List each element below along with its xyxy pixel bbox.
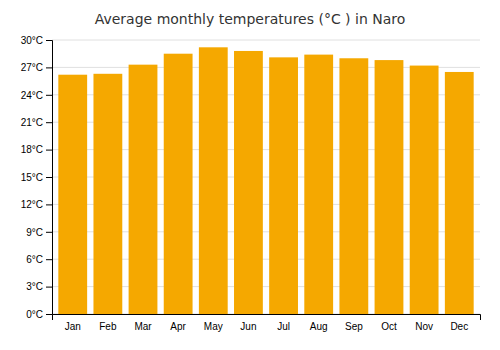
bar <box>445 72 474 314</box>
y-tick-label: 6°C <box>26 254 43 265</box>
x-tick-label: Mar <box>134 321 152 332</box>
x-tick: Aug <box>310 321 328 332</box>
x-axis-line <box>53 315 481 321</box>
chart: Average monthly temperatures (°C ) in Na… <box>0 0 500 350</box>
y-tick-label: 21°C <box>21 117 43 128</box>
bars <box>58 47 473 314</box>
y-tick: 21°C <box>21 117 52 128</box>
x-tick-label: Apr <box>170 321 186 332</box>
bar <box>164 54 193 314</box>
bar <box>269 57 298 314</box>
x-tick: Jun <box>240 321 256 332</box>
y-tick-label: 27°C <box>21 62 43 73</box>
x-tick-label: Sep <box>345 321 363 332</box>
y-tick: 15°C <box>21 172 52 183</box>
y-tick-mark <box>46 287 52 288</box>
bar <box>93 74 122 314</box>
x-tick: Mar <box>134 321 152 332</box>
y-tick-label: 12°C <box>21 199 43 210</box>
x-tick: Jul <box>277 321 290 332</box>
x-tick: May <box>204 321 223 332</box>
y-tick-mark <box>46 177 52 178</box>
y-tick-mark <box>46 150 52 151</box>
y-axis-line <box>46 41 53 315</box>
x-tick-label: May <box>204 321 223 332</box>
y-tick: 0°C <box>26 309 52 320</box>
grid <box>52 40 480 314</box>
y-tick-label: 0°C <box>26 309 43 320</box>
x-tick: Feb <box>99 321 117 332</box>
bar <box>234 51 263 314</box>
y-tick-label: 3°C <box>26 281 43 292</box>
y-tick: 9°C <box>26 227 52 238</box>
x-tick-label: Oct <box>381 321 397 332</box>
y-axis: 0°C 3°C 6°C 9°C 12°C 15°C 18°C 21°C 24°C 27°C 30°C <box>21 35 53 320</box>
x-tick-label: Jan <box>65 321 81 332</box>
x-tick-label: Nov <box>415 321 433 332</box>
y-tick-label: 30°C <box>21 35 43 46</box>
x-tick-label: Jun <box>240 321 256 332</box>
y-tick-mark <box>46 40 52 41</box>
x-axis: Jan Feb Mar Apr May Jun Jul Aug Sep Oct Nov Dec <box>53 315 481 333</box>
y-tick-mark <box>46 95 52 96</box>
y-tick: 18°C <box>21 144 52 155</box>
y-tick-label: 18°C <box>21 144 43 155</box>
bar <box>410 66 439 314</box>
y-tick-label: 24°C <box>21 90 43 101</box>
x-tick: Dec <box>450 321 468 332</box>
plot: 0°C 3°C 6°C 9°C 12°C 15°C 18°C 21°C 24°C 27°C 30°C… <box>21 35 481 332</box>
y-tick-mark <box>46 232 52 233</box>
y-tick: 6°C <box>26 254 52 265</box>
x-tick-label: Dec <box>450 321 468 332</box>
x-tick-label: Jul <box>277 321 290 332</box>
y-tick-mark <box>46 122 52 123</box>
y-tick-mark <box>46 314 52 315</box>
bar <box>339 58 368 314</box>
y-tick-mark <box>46 204 52 205</box>
bar <box>129 65 158 314</box>
x-tick-label: Feb <box>99 321 117 332</box>
y-tick: 24°C <box>21 90 52 101</box>
x-tick: Nov <box>415 321 433 332</box>
y-tick: 30°C <box>21 35 52 46</box>
x-tick: Apr <box>170 321 186 332</box>
x-tick: Sep <box>345 321 363 332</box>
bar <box>199 47 228 314</box>
y-tick: 12°C <box>21 199 52 210</box>
y-tick: 3°C <box>26 281 52 292</box>
y-tick-label: 9°C <box>26 227 43 238</box>
x-tick: Oct <box>381 321 397 332</box>
title: Average monthly temperatures (°C ) in Na… <box>95 11 406 27</box>
bar <box>58 75 87 314</box>
y-tick-mark <box>46 259 52 260</box>
y-tick-mark <box>46 67 52 68</box>
x-tick: Jan <box>65 321 81 332</box>
y-tick-label: 15°C <box>21 172 43 183</box>
x-tick-label: Aug <box>310 321 328 332</box>
y-tick: 27°C <box>21 62 52 73</box>
bar <box>375 60 404 314</box>
bar <box>304 55 333 314</box>
grid-line <box>52 40 480 41</box>
